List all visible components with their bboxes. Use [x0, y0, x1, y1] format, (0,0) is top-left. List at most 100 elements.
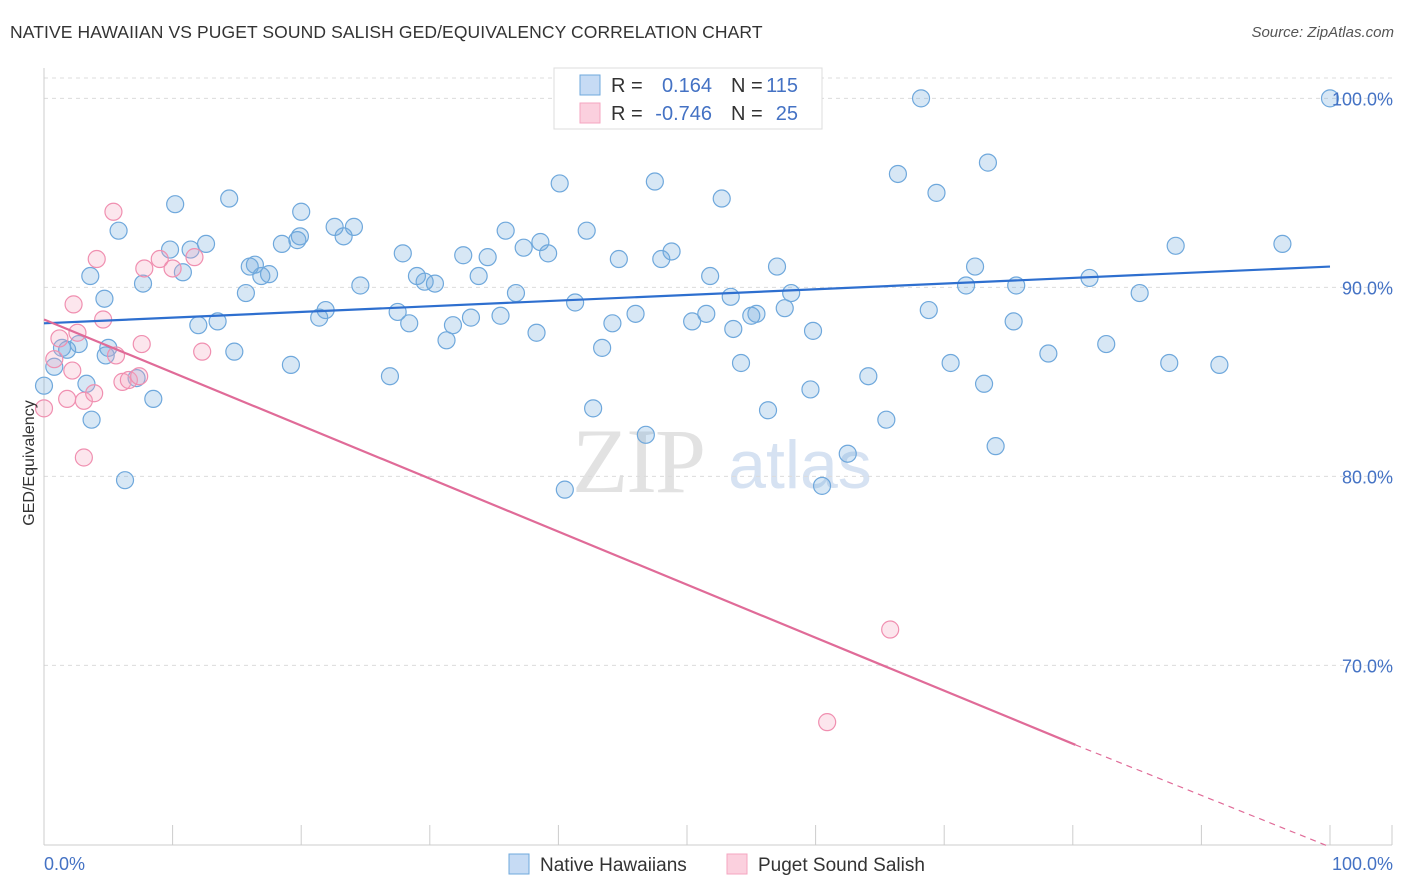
- puget-sound-salish-point-10: [87, 249, 106, 269]
- native-hawaiians-point-65: [584, 399, 603, 418]
- native-hawaiians-point-7: [81, 266, 100, 286]
- bottom-legend-swatch-blue: [508, 853, 530, 875]
- native-hawaiians-point-84: [767, 257, 787, 276]
- x-tick-label-start: 0.0%: [44, 854, 85, 874]
- native-hawaiians-point-68: [609, 249, 628, 269]
- series-puget-sound-salish: [34, 202, 900, 732]
- native-hawaiians-point-60: [539, 244, 558, 263]
- native-hawaiians-point-105: [1039, 344, 1058, 363]
- native-hawaiians-point-52: [469, 266, 488, 286]
- puget-sound-salish-point-8: [74, 448, 93, 467]
- trend-line-puget-sound-salish: [43, 318, 1076, 746]
- native-hawaiians-point-70: [636, 425, 655, 444]
- trend-lines: [43, 265, 1331, 848]
- native-hawaiians-point-95: [919, 300, 938, 320]
- native-hawaiians-point-22: [208, 312, 227, 331]
- trend-line-native-hawaiians: [43, 265, 1331, 325]
- native-hawaiians-point-103: [1004, 312, 1023, 331]
- watermark-zip: ZIP: [572, 410, 704, 512]
- puget-sound-salish-point-4: [63, 361, 82, 380]
- native-hawaiians-point-30: [272, 234, 292, 254]
- legend-n-label-1: N =: [731, 75, 763, 97]
- native-hawaiians-point-44: [400, 314, 419, 333]
- native-hawaiians-point-74: [683, 312, 702, 331]
- native-hawaiians-point-107: [1097, 334, 1116, 354]
- native-hawaiians-point-112: [1273, 234, 1292, 254]
- native-hawaiians-point-96: [927, 183, 946, 202]
- native-hawaiians-point-98: [956, 276, 976, 295]
- native-hawaiians-point-55: [496, 221, 515, 240]
- series-legend: Native Hawaiians Puget Sound Salish: [508, 853, 925, 876]
- puget-sound-salish-point-3: [58, 389, 77, 409]
- puget-sound-salish-point-15: [119, 370, 138, 390]
- native-hawaiians-point-73: [662, 242, 681, 261]
- native-hawaiians-point-48: [437, 331, 456, 350]
- native-hawaiians-point-18: [173, 263, 192, 282]
- native-hawaiians-point-91: [859, 367, 878, 386]
- native-hawaiians-point-1: [45, 357, 64, 376]
- native-hawaiians-point-56: [506, 283, 526, 303]
- native-hawaiians-point-41: [380, 367, 400, 386]
- native-hawaiians-point-78: [721, 287, 740, 306]
- native-hawaiians-point-109: [1160, 353, 1179, 373]
- native-hawaiians-point-75: [697, 304, 716, 323]
- native-hawaiians-point-49: [443, 316, 463, 335]
- trend-line-puget-sound-salish-extension: [1075, 744, 1331, 848]
- y-axis-title: GED/Equivalency: [21, 400, 38, 525]
- legend-n-value-1: 115: [766, 75, 798, 97]
- native-hawaiians-point-77: [712, 189, 731, 208]
- puget-sound-salish-point-19: [150, 249, 169, 269]
- native-hawaiians-point-99: [965, 257, 985, 276]
- native-hawaiians-point-100: [974, 374, 994, 393]
- native-hawaiians-point-90: [838, 444, 857, 463]
- native-hawaiians-point-63: [566, 293, 585, 312]
- legend-r-label-2: R =: [611, 103, 643, 125]
- puget-sound-salish-point-2: [50, 329, 69, 348]
- grid-lines: [44, 77, 1392, 666]
- legend-r-value-2: -0.746: [655, 103, 712, 125]
- legend-swatch-blue: [579, 74, 601, 96]
- native-hawaiians-point-83: [758, 401, 778, 420]
- native-hawaiians-point-85: [775, 299, 794, 318]
- native-hawaiians-point-67: [603, 314, 622, 333]
- source-credit: Source: ZipAtlas.com: [1251, 24, 1394, 41]
- puget-sound-salish-point-9: [85, 384, 104, 403]
- native-hawaiians-point-34: [290, 227, 310, 246]
- correlation-legend: R = 0.164 N = 115 R = -0.746 N = 25: [553, 67, 823, 130]
- bottom-legend-native-hawaiians: Native Hawaiians: [540, 855, 687, 876]
- native-hawaiians-point-29: [259, 265, 279, 284]
- x-tick-label-end: 100.0%: [1332, 854, 1393, 874]
- native-hawaiians-point-31: [281, 355, 301, 374]
- native-hawaiians-point-101: [978, 153, 998, 172]
- native-hawaiians-point-51: [461, 308, 481, 327]
- tick-labels: 70.0% 80.0% 90.0% 100.0% 0.0% 100.0%: [44, 89, 1393, 874]
- native-hawaiians-point-94: [911, 89, 931, 108]
- native-hawaiians-point-17: [166, 195, 185, 214]
- native-hawaiians-point-113: [1320, 89, 1340, 108]
- native-hawaiians-point-54: [491, 306, 510, 325]
- bottom-legend-swatch-pink: [726, 853, 748, 875]
- native-hawaiians-point-58: [527, 323, 546, 342]
- native-hawaiians-point-21: [196, 234, 216, 254]
- puget-sound-salish-point-1: [45, 350, 64, 369]
- native-hawaiians-point-6: [82, 410, 101, 429]
- native-hawaiians-point-88: [803, 321, 823, 340]
- native-hawaiians-point-57: [514, 238, 533, 257]
- native-hawaiians-point-61: [550, 174, 569, 193]
- native-hawaiians-point-97: [941, 353, 960, 373]
- native-hawaiians-point-11: [109, 221, 128, 240]
- native-hawaiians-point-33: [292, 202, 311, 221]
- legend-n-label-2: N =: [731, 103, 763, 125]
- series-native-hawaiians: [34, 89, 1340, 499]
- puget-sound-salish-point-17: [132, 334, 151, 354]
- native-hawaiians-point-108: [1130, 283, 1149, 303]
- native-hawaiians-point-23: [220, 189, 239, 208]
- puget-sound-salish-point-14: [113, 372, 132, 391]
- puget-sound-salish-point-23: [818, 713, 837, 732]
- native-hawaiians-point-50: [454, 246, 473, 265]
- legend-r-value-1: 0.164: [662, 75, 712, 97]
- native-hawaiians-point-27: [245, 255, 265, 274]
- native-hawaiians-point-92: [877, 410, 896, 429]
- y-tick-label-80: 80.0%: [1342, 467, 1393, 487]
